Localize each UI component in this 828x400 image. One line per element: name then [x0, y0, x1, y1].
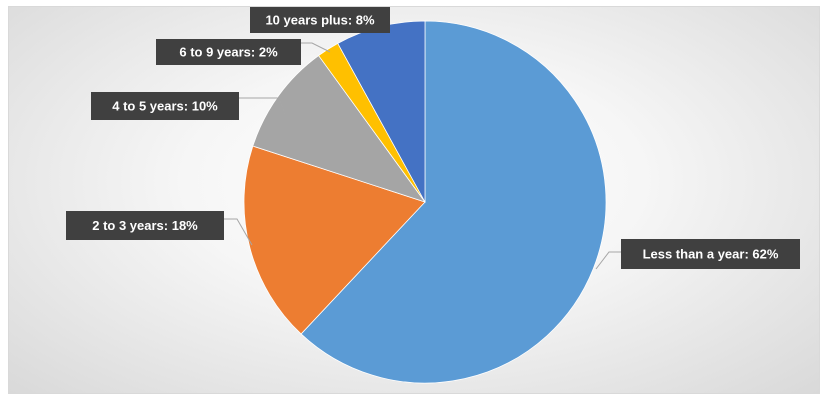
data-label-text: 4 to 5 years: 10%	[112, 98, 218, 113]
slices-layer	[244, 21, 606, 383]
data-label-text: 2 to 3 years: 18%	[92, 218, 198, 233]
data-label-text: 10 years plus: 8%	[265, 12, 375, 27]
data-label-group: 2 to 3 years: 18%	[66, 211, 224, 240]
data-label-text: 6 to 9 years: 2%	[179, 44, 278, 59]
data-label-group: 10 years plus: 8%	[250, 7, 390, 33]
data-label-group: Less than a year: 62%	[621, 239, 800, 269]
leader-line	[596, 252, 621, 269]
chart-area: Less than a year: 62% 2 to 3 years: 18% 4 …	[8, 6, 820, 394]
data-label-text: Less than a year: 62%	[643, 246, 779, 261]
data-label-group: 4 to 5 years: 10%	[91, 92, 239, 120]
pie-chart: Less than a year: 62% 2 to 3 years: 18% 4 …	[9, 7, 820, 394]
data-label-group: 6 to 9 years: 2%	[156, 39, 301, 65]
